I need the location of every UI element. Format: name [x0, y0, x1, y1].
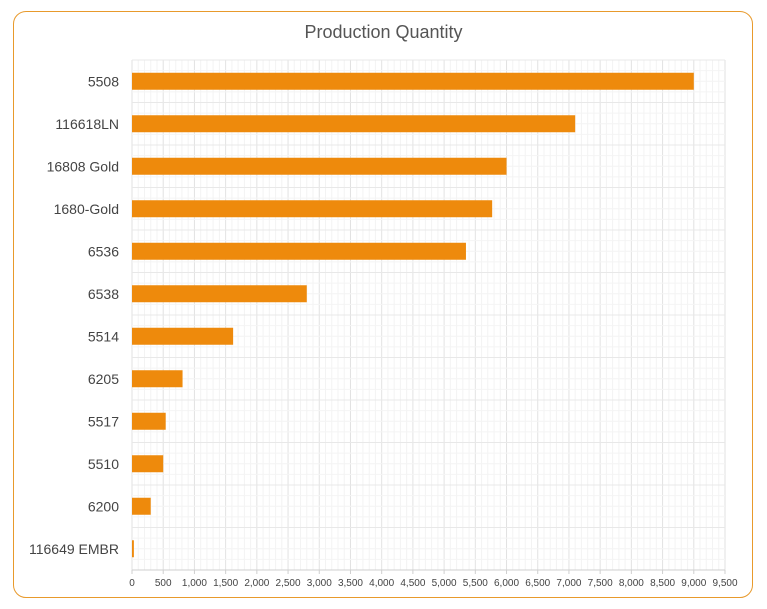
- category-label: 6536: [88, 243, 119, 259]
- x-tick-label: 8,000: [619, 578, 644, 589]
- x-tick-label: 500: [155, 578, 172, 589]
- x-tick-label: 0: [129, 578, 135, 589]
- bar-116649-embr: [132, 540, 134, 558]
- x-tick-label: 7,500: [588, 578, 613, 589]
- chart-title: Production Quantity: [304, 22, 463, 42]
- bar-6536: [132, 242, 466, 260]
- bar-6200: [132, 497, 151, 515]
- bar-116618ln: [132, 115, 576, 133]
- category-label: 5508: [88, 73, 119, 89]
- x-tick-label: 9,000: [681, 578, 706, 589]
- x-tick-label: 3,000: [307, 578, 332, 589]
- category-label: 116618LN: [55, 116, 119, 132]
- x-tick-label: 5,000: [432, 578, 457, 589]
- category-label: 1680-Gold: [54, 201, 119, 217]
- x-axis-ticks: 0 500 1,000 1,500 2,000 2,500 3,000 3,500 4,000 4…: [129, 570, 738, 589]
- x-tick-label: 7,000: [556, 578, 581, 589]
- bar-5517: [132, 412, 166, 430]
- category-label: 16808 Gold: [47, 158, 119, 174]
- category-label: 5514: [88, 328, 119, 344]
- x-tick-label: 8,500: [650, 578, 675, 589]
- x-tick-label: 6,500: [525, 578, 550, 589]
- category-label: 5517: [88, 413, 119, 429]
- x-tick-label: 2,000: [244, 578, 269, 589]
- x-tick-label: 2,500: [276, 578, 301, 589]
- x-tick-label: 3,500: [338, 578, 363, 589]
- x-tick-label: 4,500: [400, 578, 425, 589]
- bar-1680-gold: [132, 200, 493, 218]
- x-tick-label: 6,000: [494, 578, 519, 589]
- category-label: 6538: [88, 286, 119, 302]
- bar-5514: [132, 327, 234, 345]
- x-tick-label: 1,500: [213, 578, 238, 589]
- x-tick-label: 4,000: [369, 578, 394, 589]
- bar-16808-gold: [132, 157, 507, 175]
- category-label: 116649 EMBR: [29, 541, 119, 557]
- category-label: 6200: [88, 498, 119, 514]
- bar-5510: [132, 455, 164, 473]
- bar-5508: [132, 72, 694, 90]
- category-label: 5510: [88, 456, 119, 472]
- grid-lines: [131, 59, 726, 571]
- category-label: 6205: [88, 371, 119, 387]
- category-labels: 5508 116618LN 16808 Gold 1680-Gold 6536 6538 5…: [29, 73, 119, 557]
- x-tick-label: 5,500: [463, 578, 488, 589]
- bars: [132, 72, 694, 558]
- bar-6205: [132, 370, 183, 388]
- x-tick-label: 1,000: [182, 578, 207, 589]
- bar-6538: [132, 285, 307, 303]
- x-tick-label: 9,500: [712, 578, 737, 589]
